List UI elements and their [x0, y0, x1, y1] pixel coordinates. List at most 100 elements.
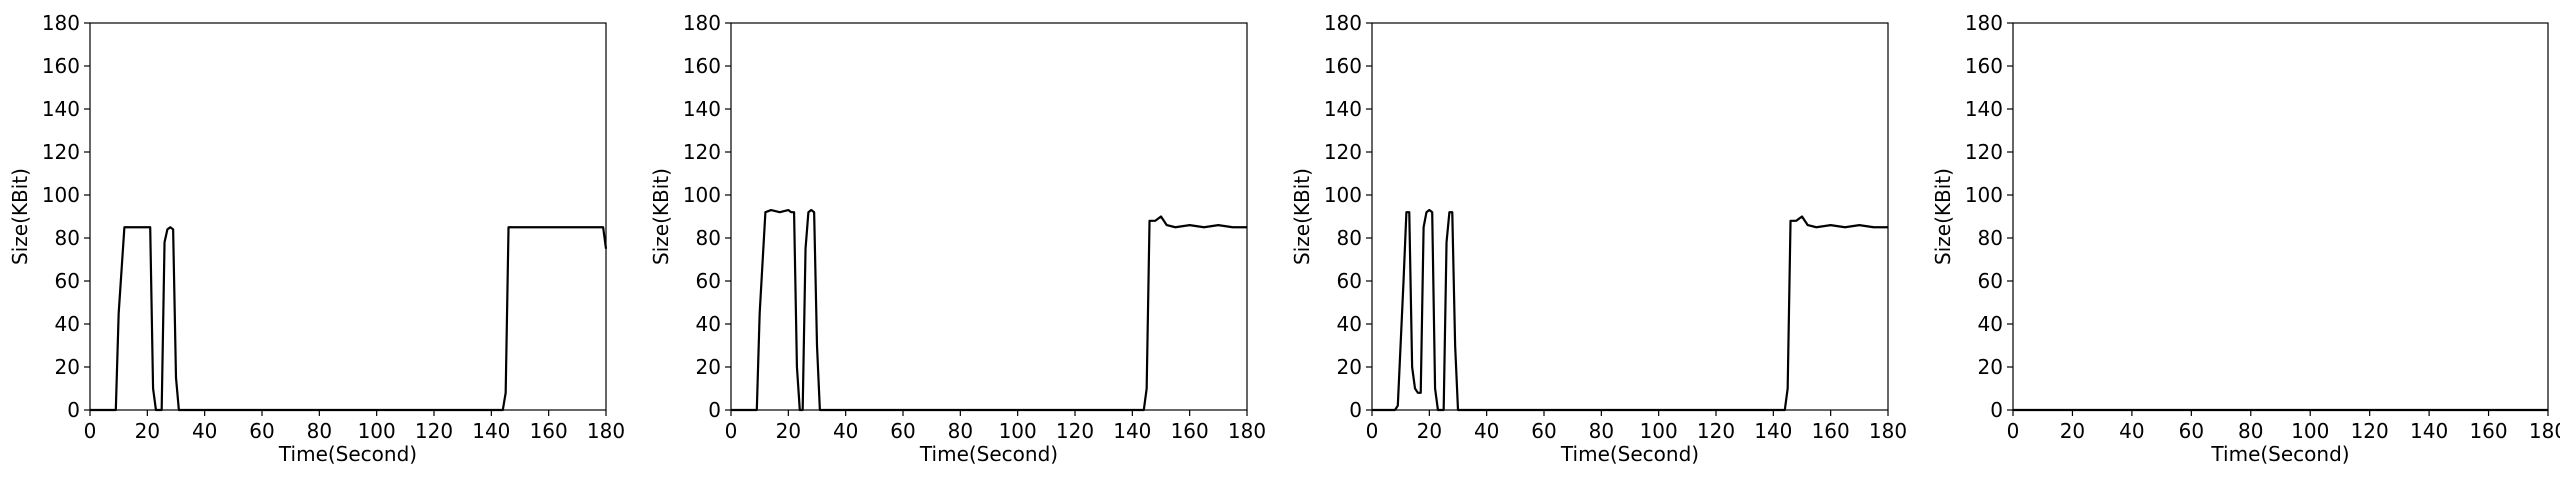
x-tick-label: 20	[2060, 419, 2085, 443]
y-tick-label: 160	[1324, 54, 1362, 78]
y-tick-label: 100	[42, 183, 80, 207]
x-tick-label: 140	[1754, 419, 1792, 443]
x-tick-label: 40	[1474, 419, 1499, 443]
x-tick-label: 40	[2119, 419, 2144, 443]
x-axis-label: Time(Second)	[1560, 442, 1699, 466]
y-tick-label: 0	[67, 398, 80, 422]
y-tick-label: 160	[1965, 54, 2003, 78]
x-axis-label: Time(Second)	[919, 442, 1058, 466]
chart-panel-3: 0 20 40 60 80 100 120 140 160 180 0 20 40 60 80 100 120 1…	[1290, 11, 1907, 466]
x-tick-label: 60	[890, 419, 915, 443]
series-line-1	[731, 208, 1247, 412]
x-tick-label: 20	[776, 419, 801, 443]
x-tick-label: 100	[999, 419, 1037, 443]
y-tick-label: 60	[1978, 269, 2003, 293]
y-tick-label: 180	[1324, 11, 1362, 35]
y-tick-label: 180	[683, 11, 721, 35]
chart-panel-4: 0 20 40 60 80 100 120 140 160 180 0 20 40 60 80 100 120 1…	[1931, 11, 2560, 466]
y-tick-label: 140	[42, 97, 80, 121]
y-tick-label: 20	[1337, 355, 1362, 379]
x-tick-label: 0	[1366, 419, 1379, 443]
x-axis-label: Time(Second)	[2210, 442, 2349, 466]
x-tick-label: 180	[587, 419, 625, 443]
x-tick-label: 60	[1531, 419, 1556, 443]
x-tick-label: 120	[1056, 419, 1094, 443]
y-tick-label: 80	[1978, 226, 2003, 250]
y-tick-label: 20	[55, 355, 80, 379]
y-tick-label: 100	[683, 183, 721, 207]
x-tick-label: 40	[833, 419, 858, 443]
x-tick-label: 80	[2238, 419, 2263, 443]
x-tick-label: 40	[192, 419, 217, 443]
y-tick-label: 40	[55, 312, 80, 336]
y-tick-label: 40	[1337, 312, 1362, 336]
x-tick-label: 60	[2179, 419, 2204, 443]
y-tick-label: 60	[696, 269, 721, 293]
x-tick-label: 0	[2007, 419, 2020, 443]
x-tick-label: 120	[2351, 419, 2389, 443]
y-axis-label: Size(KBit)	[8, 168, 32, 265]
y-tick-label: 120	[1965, 140, 2003, 164]
x-tick-label: 140	[1113, 419, 1151, 443]
x-tick-label: 0	[84, 419, 97, 443]
y-tick-label: 80	[55, 226, 80, 250]
y-tick-label: 0	[1349, 398, 1362, 422]
y-tick-label: 60	[55, 269, 80, 293]
y-axis-label: Size(KBit)	[1931, 168, 1955, 265]
y-tick-label: 100	[1324, 183, 1362, 207]
x-axis-label: Time(Second)	[278, 442, 417, 466]
plot-frame	[730, 22, 1248, 411]
y-tick-label: 80	[1337, 226, 1362, 250]
x-tick-label: 140	[472, 419, 510, 443]
y-tick-label: 40	[1978, 312, 2003, 336]
y-tick-label: 160	[42, 54, 80, 78]
y-tick-label: 120	[683, 140, 721, 164]
x-tick-label: 0	[725, 419, 738, 443]
x-tick-label: 60	[249, 419, 274, 443]
y-tick-label: 80	[696, 226, 721, 250]
y-tick-label: 20	[1978, 355, 2003, 379]
x-tick-label: 180	[1869, 419, 1907, 443]
x-tick-label: 80	[307, 419, 332, 443]
x-tick-label: 160	[1812, 419, 1850, 443]
x-tick-label: 180	[1228, 419, 1266, 443]
y-tick-label: 0	[708, 398, 721, 422]
x-tick-label: 80	[1589, 419, 1614, 443]
x-tick-label: 120	[1697, 419, 1735, 443]
x-tick-label: 160	[2469, 419, 2507, 443]
x-tick-label: 100	[1640, 419, 1678, 443]
plot-frame	[2012, 22, 2549, 411]
y-axis-label: Size(KBit)	[649, 168, 673, 265]
x-tick-label: 140	[2410, 419, 2448, 443]
y-tick-label: 60	[1337, 269, 1362, 293]
x-tick-label: 80	[948, 419, 973, 443]
x-tick-label: 20	[1417, 419, 1442, 443]
x-tick-label: 20	[135, 419, 160, 443]
y-tick-label: 180	[1965, 11, 2003, 35]
y-tick-label: 40	[696, 312, 721, 336]
series-line-1	[1372, 208, 1888, 412]
y-tick-label: 0	[1990, 398, 2003, 422]
x-tick-label: 160	[530, 419, 568, 443]
chart-panel-2: 0 20 40 60 80 100 120 140 160 180 0 20 40 60 80 100 120 1…	[649, 11, 1266, 466]
y-tick-label: 20	[696, 355, 721, 379]
chart-panel-1: 0 20 40 60 80 100 120 140 160 180 0 20 40 60 80 100 120 1…	[8, 11, 625, 466]
y-tick-label: 140	[1965, 97, 2003, 121]
y-tick-label: 140	[683, 97, 721, 121]
plot-frame	[1371, 22, 1889, 411]
y-tick-label: 120	[42, 140, 80, 164]
y-axis-label: Size(KBit)	[1290, 168, 1314, 265]
y-tick-label: 120	[1324, 140, 1362, 164]
x-tick-label: 120	[415, 419, 453, 443]
series-line-1	[90, 226, 608, 412]
x-tick-label: 180	[2529, 419, 2560, 443]
x-tick-label: 100	[2291, 419, 2329, 443]
y-tick-label: 100	[1965, 183, 2003, 207]
y-tick-label: 140	[1324, 97, 1362, 121]
x-tick-label: 100	[358, 419, 396, 443]
x-tick-label: 160	[1171, 419, 1209, 443]
plot-frame	[89, 22, 607, 411]
y-tick-label: 180	[42, 11, 80, 35]
y-tick-label: 160	[683, 54, 721, 78]
